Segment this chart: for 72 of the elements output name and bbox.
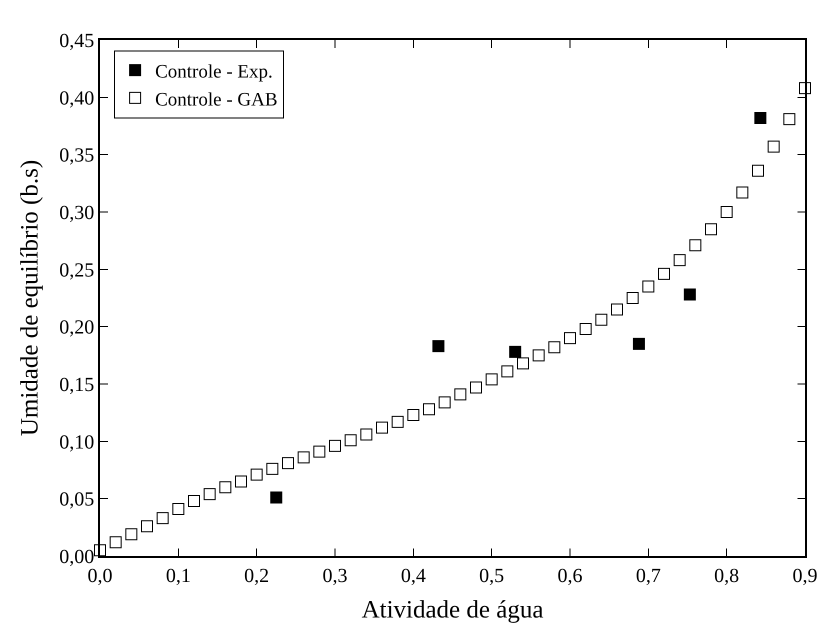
y-axis-title: Umidade de equilíbrio (b.s): [16, 160, 44, 436]
point: [125, 528, 138, 540]
point: [407, 408, 420, 421]
legend-label: Controle - Exp.: [155, 62, 273, 83]
point: [376, 422, 388, 434]
x-tick-label: 0,3: [322, 564, 348, 587]
point: [642, 280, 654, 293]
point: [470, 381, 482, 394]
point: [752, 164, 764, 177]
point: [736, 186, 748, 199]
point: [141, 520, 153, 532]
point: [486, 373, 498, 386]
point: [684, 288, 696, 301]
point: [235, 475, 247, 488]
point: [548, 341, 560, 354]
point: [754, 112, 766, 124]
y-tick-label: 0,35: [59, 144, 94, 167]
point: [611, 303, 623, 316]
x-tick-label: 0,8: [714, 564, 740, 587]
point: [156, 512, 169, 524]
y-tick-label: 0,25: [59, 259, 94, 282]
point: [344, 434, 357, 446]
point: [501, 365, 514, 378]
point: [509, 346, 522, 358]
point: [329, 440, 341, 452]
y-tick-label: 0,20: [59, 316, 94, 339]
point: [219, 481, 232, 494]
y-tick-label: 0,15: [59, 374, 94, 396]
point: [423, 403, 435, 416]
point: [360, 428, 372, 440]
y-tick-label: 0,05: [59, 488, 94, 511]
y-tick-label: 0,45: [59, 30, 94, 52]
point: [705, 223, 717, 236]
point: [658, 268, 670, 280]
legend-label: Controle - GAB: [155, 89, 278, 110]
x-axis-title: Atividade de água: [362, 596, 544, 624]
y-tick-label: 0,10: [59, 431, 94, 454]
point: [250, 468, 263, 481]
x-tick-label: 0,6: [558, 564, 582, 587]
point: [172, 502, 184, 515]
point: [564, 332, 576, 344]
point: [720, 206, 733, 218]
x-tick-label: 0,9: [792, 564, 818, 587]
point: [768, 140, 780, 153]
point: [454, 388, 466, 400]
x-tick-label: 0,5: [479, 564, 504, 587]
point: [282, 457, 294, 470]
point: [432, 340, 444, 352]
point: [626, 292, 639, 304]
x-tick-label: 0,4: [400, 564, 426, 587]
point: [674, 254, 686, 266]
x-tick-label: 0,7: [636, 564, 661, 587]
point: [298, 451, 310, 464]
point: [595, 314, 608, 326]
y-tick-label: 0,40: [59, 87, 94, 110]
point: [532, 349, 545, 362]
point: [689, 239, 702, 252]
point: [313, 446, 326, 458]
point: [783, 113, 796, 126]
point: [204, 488, 216, 500]
point: [632, 338, 645, 350]
point: [266, 462, 278, 475]
x-tick-label: 0,2: [244, 564, 270, 587]
y-tick-label: 0,30: [59, 202, 94, 224]
point: [438, 396, 451, 408]
point: [392, 416, 404, 428]
point: [188, 494, 200, 507]
point: [580, 322, 592, 335]
point: [110, 536, 122, 548]
x-tick-label: 0,1: [166, 564, 191, 587]
point: [517, 357, 529, 370]
point: [270, 492, 282, 504]
